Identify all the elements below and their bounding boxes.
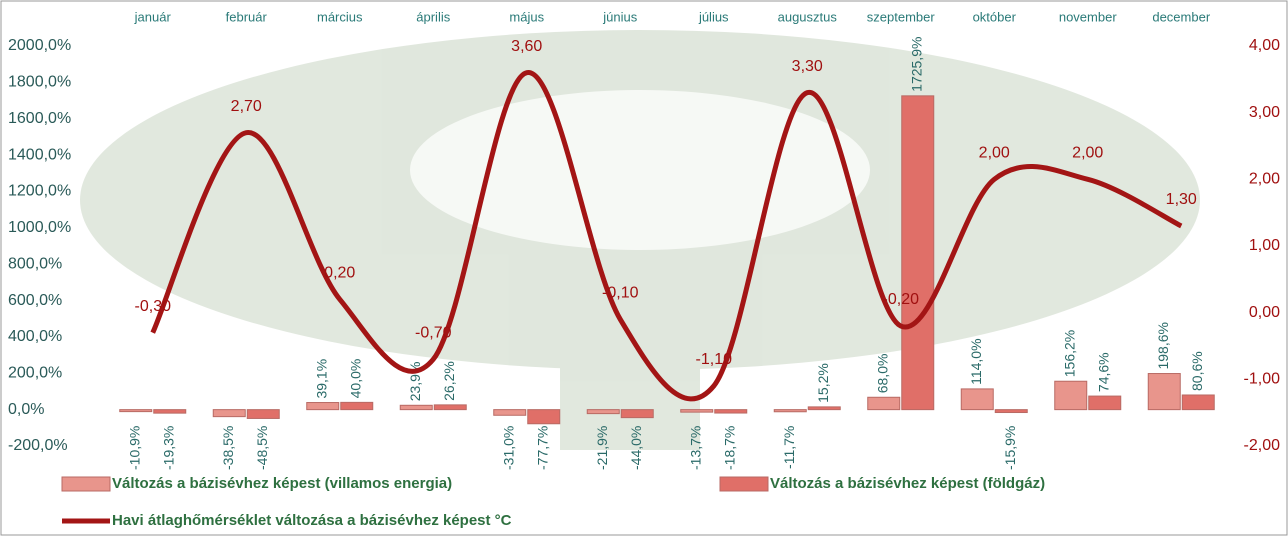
x-tick-label: január	[134, 9, 172, 24]
y-tick-label: 800,0%	[8, 255, 62, 272]
bar	[212, 409, 246, 418]
x-tick-label: június	[602, 9, 637, 24]
value-label: 26,2%	[441, 361, 457, 401]
line-label: -0,70	[415, 325, 452, 342]
line-label: 1,30	[1166, 191, 1197, 208]
bar	[527, 409, 561, 425]
y-tick-label: 2000,0%	[8, 37, 71, 54]
legend-swatch	[719, 476, 769, 492]
y-tick-label: 400,0%	[8, 328, 62, 345]
y2-tick-label: 1,00	[1249, 237, 1280, 254]
y2-tick-label: 3,00	[1249, 104, 1280, 121]
y2-tick-label: -1,00	[1244, 371, 1281, 388]
value-label: 15,2%	[815, 363, 831, 403]
x-tick-label: május	[509, 9, 544, 24]
bar	[867, 396, 901, 411]
x-tick-label: március	[317, 9, 363, 24]
value-label: 198,6%	[1155, 322, 1171, 369]
bar	[714, 409, 748, 414]
legend-label: Változás a bázisévhez képest (villamos e…	[112, 475, 452, 492]
legend-swatch	[61, 476, 111, 492]
bar	[620, 409, 654, 419]
line-label: -0,10	[602, 285, 639, 302]
bar	[586, 409, 620, 415]
bar	[773, 409, 807, 413]
value-label: -21,9%	[594, 426, 610, 470]
bar	[399, 404, 433, 411]
line-label: -0,20	[883, 291, 920, 308]
value-label: -10,9%	[126, 426, 142, 470]
value-label: 68,0%	[874, 354, 890, 394]
bar	[994, 409, 1028, 414]
value-label: -11,7%	[781, 426, 797, 469]
y-tick-label: 200,0%	[8, 364, 62, 381]
bar	[680, 409, 714, 413]
value-label: 39,1%	[313, 359, 329, 399]
y-tick-label: 0,0%	[8, 401, 44, 418]
value-label: -48,5%	[254, 426, 270, 470]
x-tick-label: július	[698, 9, 729, 24]
line-label: -1,10	[696, 351, 733, 368]
value-label: -15,9%	[1002, 426, 1018, 470]
line-label: 2,00	[1072, 145, 1103, 162]
line-label: 2,70	[231, 98, 262, 115]
value-label: 40,0%	[347, 359, 363, 399]
y-tick-label: 1600,0%	[8, 110, 71, 127]
x-tick-label: február	[226, 9, 268, 24]
y2-tick-label: 4,00	[1249, 37, 1280, 54]
value-label: 1725,9%	[908, 37, 924, 92]
bar	[119, 409, 153, 413]
value-label: -44,0%	[628, 426, 644, 470]
bar	[1088, 395, 1122, 411]
line-label: 3,60	[511, 38, 542, 55]
y-tick-label: 1800,0%	[8, 74, 71, 91]
value-label: -18,7%	[721, 426, 737, 470]
bar	[960, 388, 994, 411]
y-tick-label: 1200,0%	[8, 183, 71, 200]
bar	[1147, 373, 1181, 411]
value-label: 74,6%	[1095, 352, 1111, 392]
line-label: 0,20	[324, 265, 355, 282]
value-label: 114,0%	[968, 338, 984, 384]
value-label: 80,6%	[1189, 351, 1205, 391]
y-tick-label: 1000,0%	[8, 219, 71, 236]
bar	[340, 401, 374, 411]
legend-label: Havi átlaghőmérséklet változása a bázisé…	[112, 512, 512, 529]
x-tick-label: október	[973, 9, 1017, 24]
line-label: 3,30	[792, 58, 823, 75]
y-tick-label: 1400,0%	[8, 146, 71, 163]
bar	[306, 402, 340, 411]
bar	[807, 406, 841, 411]
value-label: -38,5%	[220, 426, 236, 470]
x-tick-label: szeptember	[867, 9, 936, 24]
y2-tick-label: 2,00	[1249, 171, 1280, 188]
value-label: 156,2%	[1061, 330, 1077, 377]
y-tick-label: 600,0%	[8, 292, 62, 309]
value-label: -13,7%	[687, 426, 703, 470]
x-tick-label: augusztus	[778, 9, 838, 24]
bar	[433, 404, 467, 411]
bar	[1181, 394, 1215, 411]
y-tick-label: -200,0%	[8, 437, 68, 454]
bar	[246, 409, 280, 419]
line-label: -0,30	[135, 298, 172, 315]
bar	[1054, 380, 1088, 411]
bar	[901, 95, 935, 411]
y2-tick-label: 0,00	[1249, 304, 1280, 321]
line-label: 2,00	[979, 145, 1010, 162]
x-tick-label: december	[1152, 9, 1210, 24]
legend-label: Változás a bázisévhez képest (földgáz)	[770, 475, 1045, 492]
value-label: -31,0%	[500, 426, 516, 470]
bar	[153, 409, 187, 414]
bar	[493, 409, 527, 416]
line	[150, 70, 1183, 402]
y2-tick-label: -2,00	[1244, 437, 1281, 454]
x-tick-label: november	[1059, 9, 1117, 24]
value-label: -19,3%	[160, 426, 176, 470]
x-tick-label: április	[416, 9, 450, 24]
value-label: -77,7%	[534, 426, 550, 470]
